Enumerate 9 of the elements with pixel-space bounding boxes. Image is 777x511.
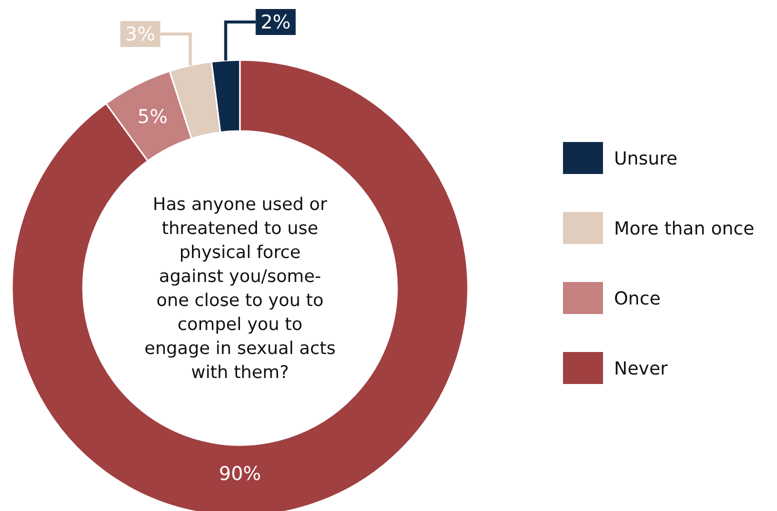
- data-label: 5%: [138, 106, 168, 128]
- legend-label: More than once: [614, 218, 754, 240]
- data-label: 3%: [125, 24, 156, 46]
- legend-label: Never: [614, 358, 668, 380]
- text: Has anyone used or threatened to use physical force against you/some- one close to you to compel you to engage in sexual acts with them?: [144, 195, 336, 384]
- legend-label: Once: [614, 288, 661, 310]
- legend-label: Unsure: [614, 148, 678, 170]
- data-label: 90%: [218, 463, 262, 486]
- data-label: 2%: [260, 12, 291, 34]
